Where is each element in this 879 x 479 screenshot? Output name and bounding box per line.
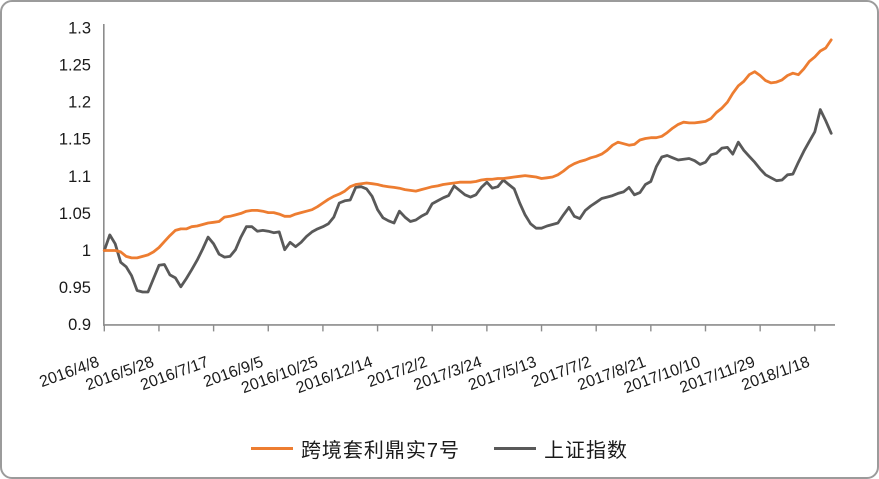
y-tick-label: 1.3 xyxy=(68,20,91,38)
y-tick-label: 1.15 xyxy=(59,131,91,149)
y-tick-label: 1 xyxy=(82,242,91,260)
legend-line-swatch-orange xyxy=(250,446,293,450)
y-tick-label: 0.95 xyxy=(59,279,91,297)
legend-item-index: 上证指数 xyxy=(494,434,628,463)
y-tick-label: 1.1 xyxy=(68,168,91,186)
y-tick-label: 0.9 xyxy=(68,316,91,334)
series-line-sse-index xyxy=(102,108,833,294)
legend-item-fund: 跨境套利鼎实7号 xyxy=(250,434,461,463)
legend-label-index: 上证指数 xyxy=(544,439,629,462)
y-tick-label: 1.25 xyxy=(59,57,91,75)
y-tick-label: 1.2 xyxy=(68,94,91,112)
legend-label-fund: 跨境套利鼎实7号 xyxy=(300,439,461,462)
series-line-fund xyxy=(102,38,833,260)
line-chart-plot: 1.31.251.21.151.11.0510.950.92016/4/8201… xyxy=(37,20,835,397)
chart-legend: 跨境套利鼎实7号 上证指数 xyxy=(2,433,877,463)
y-tick-label: 1.05 xyxy=(59,205,91,223)
legend-line-swatch-gray xyxy=(494,446,537,450)
